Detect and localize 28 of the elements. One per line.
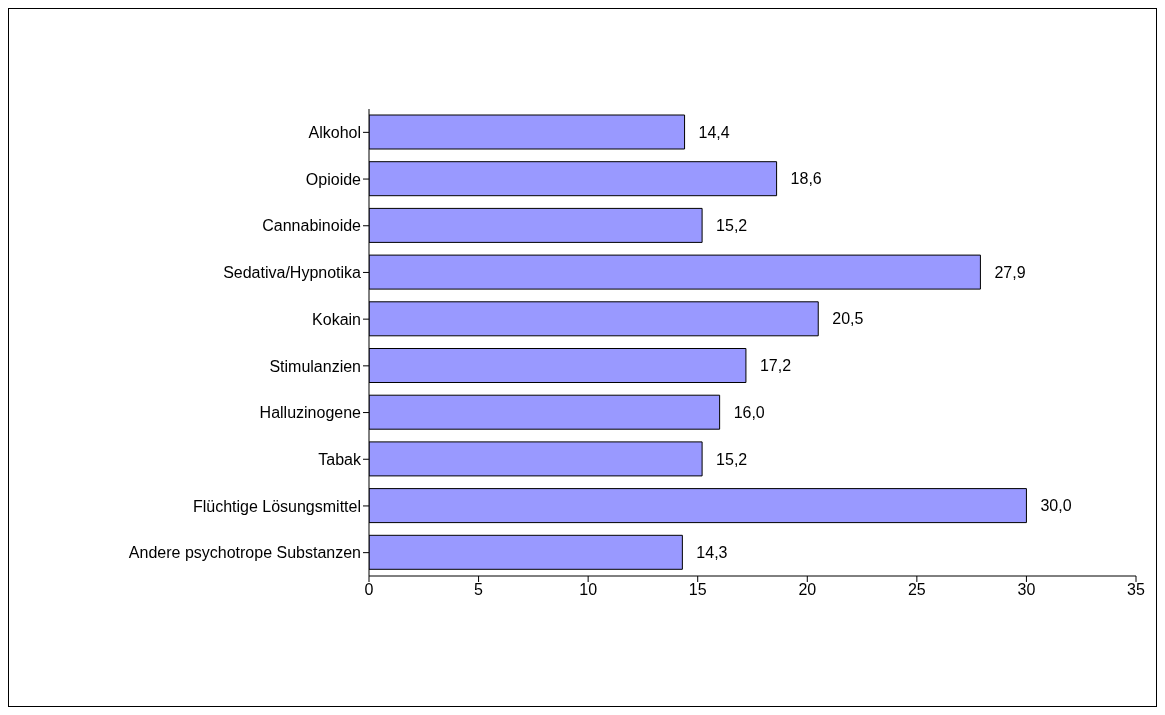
data-label: 14,3: [696, 543, 728, 561]
data-label: 15,2: [716, 217, 748, 235]
y-tick-label: Stimulanzien: [269, 357, 361, 375]
data-label: 30,0: [1040, 497, 1072, 515]
data-label: 15,2: [716, 450, 748, 468]
x-tick-label: 10: [579, 581, 598, 599]
data-label: 17,2: [759, 357, 792, 375]
data-label: 18,6: [790, 170, 822, 188]
y-tick-label: Alkohol: [308, 124, 361, 142]
y-tick-label: Andere psychotrope Substanzen: [128, 544, 361, 562]
data-label: 20,5: [832, 310, 864, 328]
data-label: 27,9: [994, 263, 1026, 281]
x-tick-label: 0: [364, 581, 374, 599]
x-tick-label: 5: [474, 581, 484, 599]
x-tick-label: 20: [798, 581, 817, 599]
y-tick-label: Flüchtige Lösungsmittel: [192, 497, 361, 515]
data-label: 16,0: [733, 403, 765, 421]
data-label: 14,4: [698, 123, 730, 141]
x-tick-label: 15: [688, 581, 707, 599]
y-tick-label: Kokain: [312, 310, 361, 328]
x-tick-label: 30: [1017, 581, 1036, 599]
y-tick-label: Tabak: [318, 450, 362, 468]
y-tick-label: Sedativa/Hypnotika: [223, 264, 362, 282]
x-tick-label: 35: [1127, 581, 1145, 599]
x-tick-label: 25: [907, 581, 926, 599]
y-tick-label: Cannabinoide: [262, 217, 362, 235]
y-tick-label: Opioide: [305, 170, 362, 188]
y-tick-label: Halluzinogene: [259, 404, 362, 422]
